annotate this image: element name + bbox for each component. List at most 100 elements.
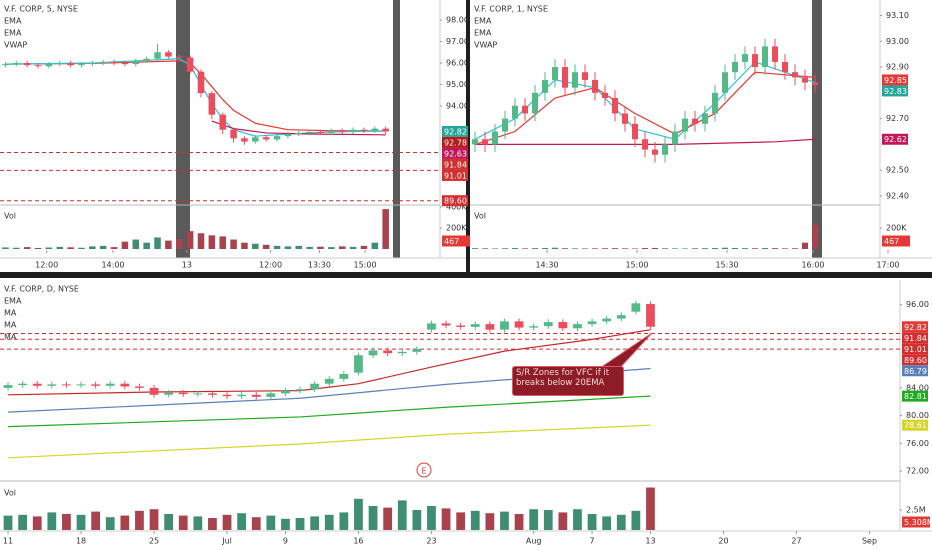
y-tick-label: 96.00 bbox=[446, 59, 469, 68]
volume-bar bbox=[222, 514, 232, 530]
candle-body bbox=[339, 374, 349, 379]
volume-bar bbox=[186, 231, 194, 249]
legend-entry: MA bbox=[4, 321, 17, 330]
legend-entry: VWAP bbox=[4, 41, 27, 50]
volume-badge bbox=[902, 516, 930, 528]
price-badge bbox=[442, 195, 468, 207]
volume-bar bbox=[324, 514, 334, 530]
y-tick-label: 98.00 bbox=[446, 16, 469, 25]
volume-bar bbox=[587, 514, 597, 530]
y-tick-label: 80.00 bbox=[906, 411, 929, 420]
volume-bar bbox=[32, 516, 42, 530]
candle-body bbox=[219, 114, 226, 130]
candle-body bbox=[592, 79, 598, 93]
x-tick-label: 20 bbox=[718, 537, 728, 546]
price-badge-label: 92.82 bbox=[444, 127, 467, 136]
candle-body bbox=[542, 79, 548, 93]
price-badge bbox=[882, 85, 908, 97]
volume-bar bbox=[262, 244, 270, 249]
volume-bar bbox=[338, 246, 346, 249]
candle-body bbox=[47, 384, 57, 386]
candle-body bbox=[18, 383, 28, 386]
candle-body bbox=[772, 46, 778, 62]
vol-tick-label: 200K bbox=[446, 223, 467, 232]
x-tick-label: Jul bbox=[221, 537, 232, 546]
candle-body bbox=[782, 61, 788, 73]
price-badge bbox=[902, 332, 928, 344]
volume-bar bbox=[500, 511, 509, 530]
candle-body bbox=[230, 129, 237, 139]
x-tick-label: 13 bbox=[182, 261, 192, 270]
volume-bar bbox=[252, 243, 259, 249]
candle-body bbox=[120, 383, 130, 387]
session-band bbox=[176, 0, 190, 258]
volume-bar bbox=[642, 248, 648, 249]
candle-body bbox=[616, 315, 626, 319]
volume-bar bbox=[371, 242, 379, 249]
volume-bar bbox=[631, 510, 641, 530]
y-tick-label: 92.40 bbox=[886, 191, 909, 200]
candle-body bbox=[208, 93, 216, 115]
candle-body bbox=[482, 139, 488, 145]
y-tick-label: 94.00 bbox=[446, 102, 469, 111]
volume-bar bbox=[34, 247, 42, 249]
volume-title: Vol bbox=[474, 212, 486, 221]
price-badge-label: 92.78 bbox=[444, 138, 467, 147]
volume-bar bbox=[552, 247, 558, 249]
candle-body bbox=[456, 325, 466, 327]
volume-bar bbox=[652, 247, 658, 249]
price-badge-label: 92.85 bbox=[884, 76, 907, 85]
candle-body bbox=[470, 324, 480, 327]
indicator-line bbox=[8, 424, 651, 459]
volume-bar bbox=[56, 246, 64, 249]
candle-body bbox=[702, 113, 708, 124]
candle-body bbox=[251, 394, 261, 397]
candle-body bbox=[587, 321, 597, 325]
x-tick-label: 11 bbox=[3, 537, 13, 546]
candle-body bbox=[412, 349, 422, 352]
volume-bar bbox=[23, 247, 31, 249]
legend-title: V.F. CORP, D, NYSE bbox=[4, 285, 79, 294]
volume-bar bbox=[317, 246, 324, 249]
volume-bar bbox=[197, 233, 205, 249]
vol-tick-label: 200K bbox=[886, 223, 907, 232]
candle-body bbox=[132, 60, 140, 65]
y-tick-label: 76.00 bbox=[906, 439, 929, 448]
candle-body bbox=[441, 323, 451, 326]
price-badge-label: 82.81 bbox=[904, 392, 927, 401]
volume-bar bbox=[782, 248, 788, 249]
x-tick-label: 17:00 bbox=[876, 261, 899, 270]
session-band bbox=[812, 0, 822, 258]
volume-bar bbox=[328, 247, 335, 249]
candle-body bbox=[310, 383, 320, 390]
candle-body bbox=[222, 394, 232, 397]
volume-bar bbox=[18, 514, 28, 530]
volume-bar bbox=[176, 239, 183, 249]
candle-body bbox=[514, 321, 524, 328]
y-tick-label: 93.00 bbox=[886, 37, 909, 46]
volume-bar bbox=[485, 513, 495, 530]
volume-bar bbox=[602, 248, 608, 249]
volume-bar bbox=[295, 518, 305, 530]
candle-body bbox=[631, 303, 641, 312]
volume-bar bbox=[154, 237, 161, 249]
volume-bar bbox=[522, 248, 528, 249]
legend-title: V.F. CORP, 1, NYSE bbox=[474, 5, 548, 14]
candle-body bbox=[2, 64, 9, 66]
volume-bar bbox=[67, 247, 74, 249]
volume-title: Vol bbox=[4, 212, 16, 221]
price-badge-label: 89.60 bbox=[444, 197, 467, 206]
volume-bar bbox=[2, 247, 9, 249]
volume-bar bbox=[592, 248, 598, 249]
volume-bar bbox=[622, 248, 628, 249]
volume-bar bbox=[602, 516, 612, 530]
x-tick-label: 18 bbox=[76, 537, 86, 546]
volume-bar bbox=[78, 247, 85, 249]
volume-bar bbox=[281, 518, 290, 530]
candle-body bbox=[802, 77, 808, 83]
volume-bar bbox=[582, 248, 588, 249]
price-badge-label: 92.83 bbox=[884, 87, 907, 96]
candle-body bbox=[164, 392, 174, 395]
candle-body bbox=[512, 105, 518, 119]
